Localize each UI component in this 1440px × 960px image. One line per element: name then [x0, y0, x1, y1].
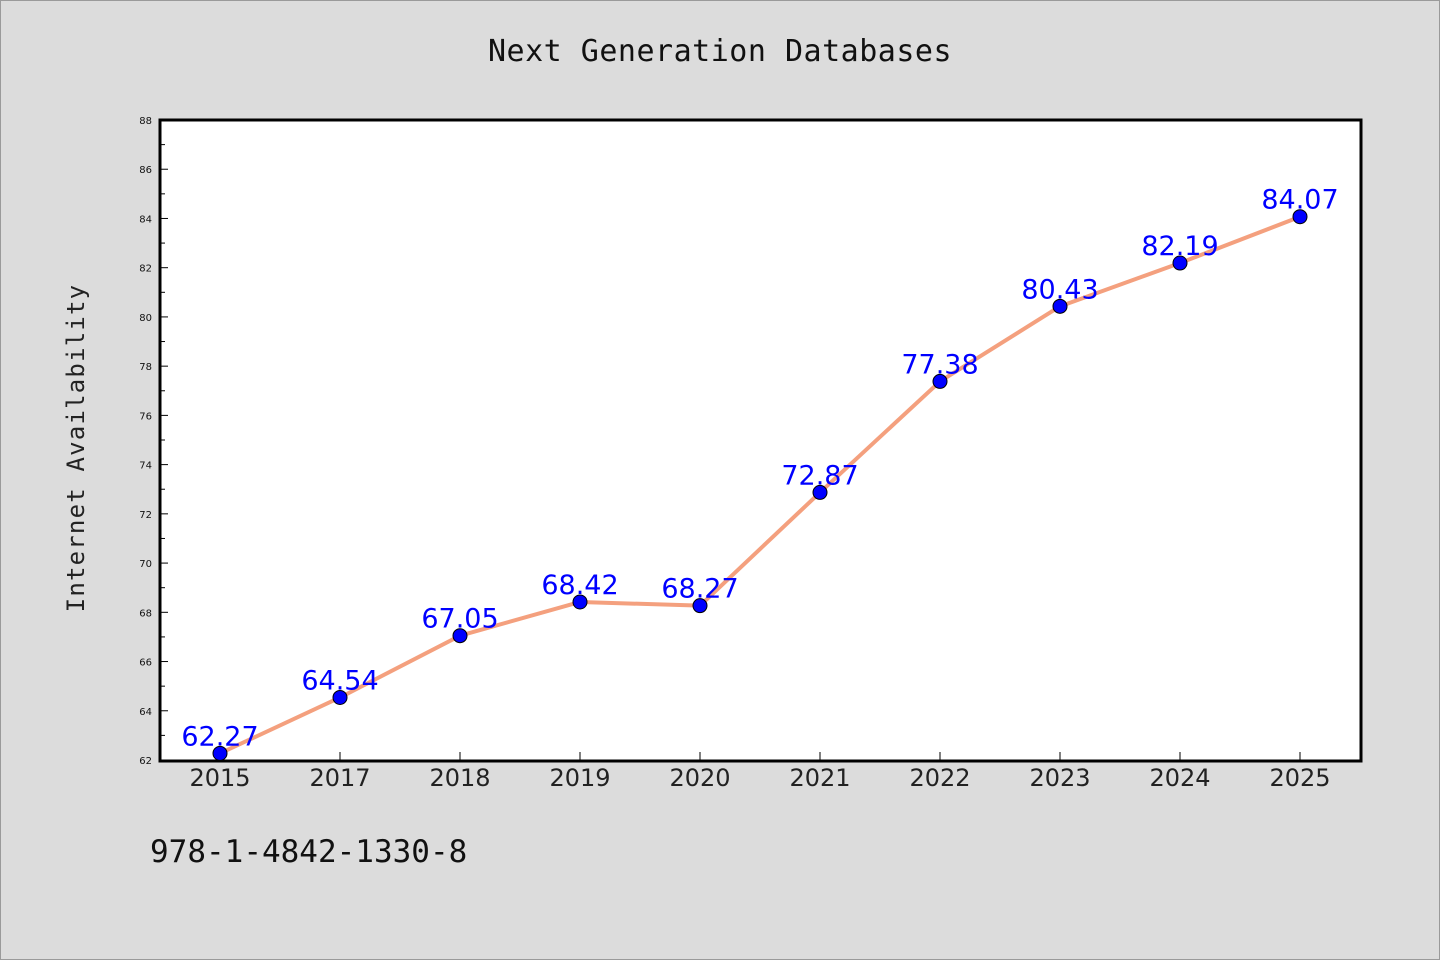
- y-tick-label: 78: [139, 362, 152, 373]
- y-tick-label: 72: [139, 510, 152, 521]
- y-tick-label: 86: [139, 165, 152, 176]
- y-tick-label: 74: [139, 461, 152, 472]
- y-tick-label: 66: [139, 658, 152, 669]
- data-label: 62.27: [181, 721, 258, 752]
- x-axis: 2015 2017 2018 2019 2020 2021 2022 2023 2024 2025: [189, 752, 1331, 792]
- x-tick-label: 2018: [429, 764, 490, 792]
- data-point: [1052, 298, 1068, 314]
- x-tick-label: 2024: [1149, 764, 1210, 792]
- data-label: 68.42: [541, 570, 618, 601]
- x-tick-label: 2017: [309, 764, 370, 792]
- data-point: [452, 628, 468, 644]
- y-tick-label: 82: [139, 264, 152, 275]
- isbn-annotation: 978-1-4842-1330-8: [150, 834, 468, 870]
- x-tick-label: 2021: [789, 764, 850, 792]
- data-label: 64.54: [301, 665, 378, 696]
- x-tick-label: 2023: [1029, 764, 1090, 792]
- data-point: [332, 689, 348, 705]
- y-tick-label: 68: [139, 608, 152, 619]
- data-point: [812, 484, 828, 500]
- y-axis: 62 64 66 68 70 72 74 76 78 80 82 84 86 88: [139, 116, 168, 767]
- y-tick-label: 76: [139, 411, 152, 422]
- x-tick-label: 2022: [909, 764, 970, 792]
- data-label: 84.07: [1261, 185, 1338, 216]
- plot-area: [158, 118, 1363, 763]
- data-label: 82.19: [1141, 231, 1218, 262]
- x-tick-label: 2025: [1269, 764, 1330, 792]
- data-label: 77.38: [901, 349, 978, 380]
- data-point: [932, 373, 948, 389]
- data-point: [692, 598, 708, 614]
- y-tick-label: 64: [139, 707, 152, 718]
- series-line: [218, 214, 1302, 756]
- chart-title: Next Generation Databases: [487, 34, 953, 69]
- data-point: [1172, 255, 1188, 271]
- x-tick-label: 2019: [549, 764, 610, 792]
- y-tick-label: 62: [139, 756, 152, 767]
- x-tick-label: 2015: [189, 764, 250, 792]
- x-tick-label: 2020: [669, 764, 730, 792]
- data-point: [212, 745, 228, 761]
- y-tick-label: 84: [139, 214, 152, 225]
- y-tick-label: 88: [139, 116, 152, 127]
- series-group: 62.27 64.54 67.05 68.42 68.27 72.87 77.38 80.43…: [181, 185, 1339, 761]
- data-label: 80.43: [1021, 274, 1098, 305]
- data-point: [1292, 209, 1308, 225]
- y-tick-label: 80: [139, 313, 152, 324]
- data-point: [572, 594, 588, 610]
- data-label: 68.27: [661, 574, 738, 605]
- data-label: 72.87: [781, 460, 858, 491]
- y-tick-label: 70: [139, 559, 152, 570]
- data-label: 67.05: [421, 604, 498, 635]
